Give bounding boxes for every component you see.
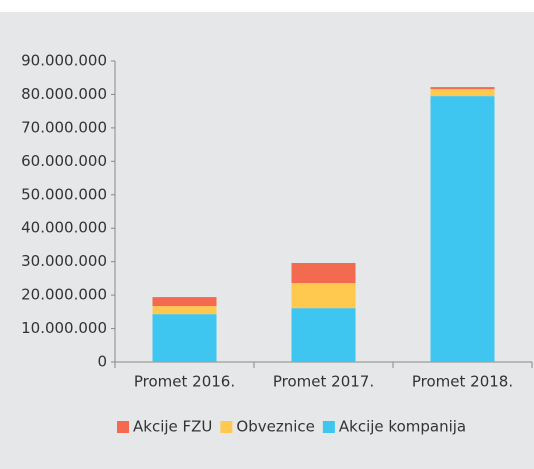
y-tick-label: 80.000.000 (21, 85, 107, 103)
x-tick-label: Promet 2018. (412, 373, 513, 391)
y-tick-label: 50.000.000 (21, 185, 107, 203)
legend-swatch (220, 421, 233, 433)
bar-segment (152, 314, 217, 362)
y-tick-label: 20.000.000 (21, 286, 107, 304)
legend-swatch (117, 421, 129, 433)
legend-swatch (322, 421, 335, 433)
bar-segment (291, 263, 356, 284)
y-tick-label: 90.000.000 (21, 52, 107, 70)
bar-segment (430, 89, 495, 97)
legend-label: Akcije FZU (133, 418, 212, 436)
bar-segment (152, 297, 217, 307)
top-strip (0, 0, 534, 12)
y-tick-label: 40.000.000 (21, 219, 107, 237)
y-tick-label: 30.000.000 (21, 252, 107, 270)
y-tick-label: 70.000.000 (21, 118, 107, 136)
legend-label: Obveznice (236, 418, 314, 436)
y-tick-label: 10.000.000 (21, 319, 107, 337)
legend-label: Akcije kompanija (339, 418, 466, 436)
x-tick-label: Promet 2016. (134, 373, 235, 391)
y-tick-label: 60.000.000 (21, 152, 107, 170)
bar-segment (291, 283, 356, 309)
y-tick-label: 0 (97, 353, 107, 371)
x-tick-label: Promet 2017. (273, 373, 374, 391)
bar-segment (430, 87, 495, 90)
bar-segment (291, 308, 356, 362)
bar-segment (152, 306, 217, 315)
bar-segment (430, 96, 495, 362)
